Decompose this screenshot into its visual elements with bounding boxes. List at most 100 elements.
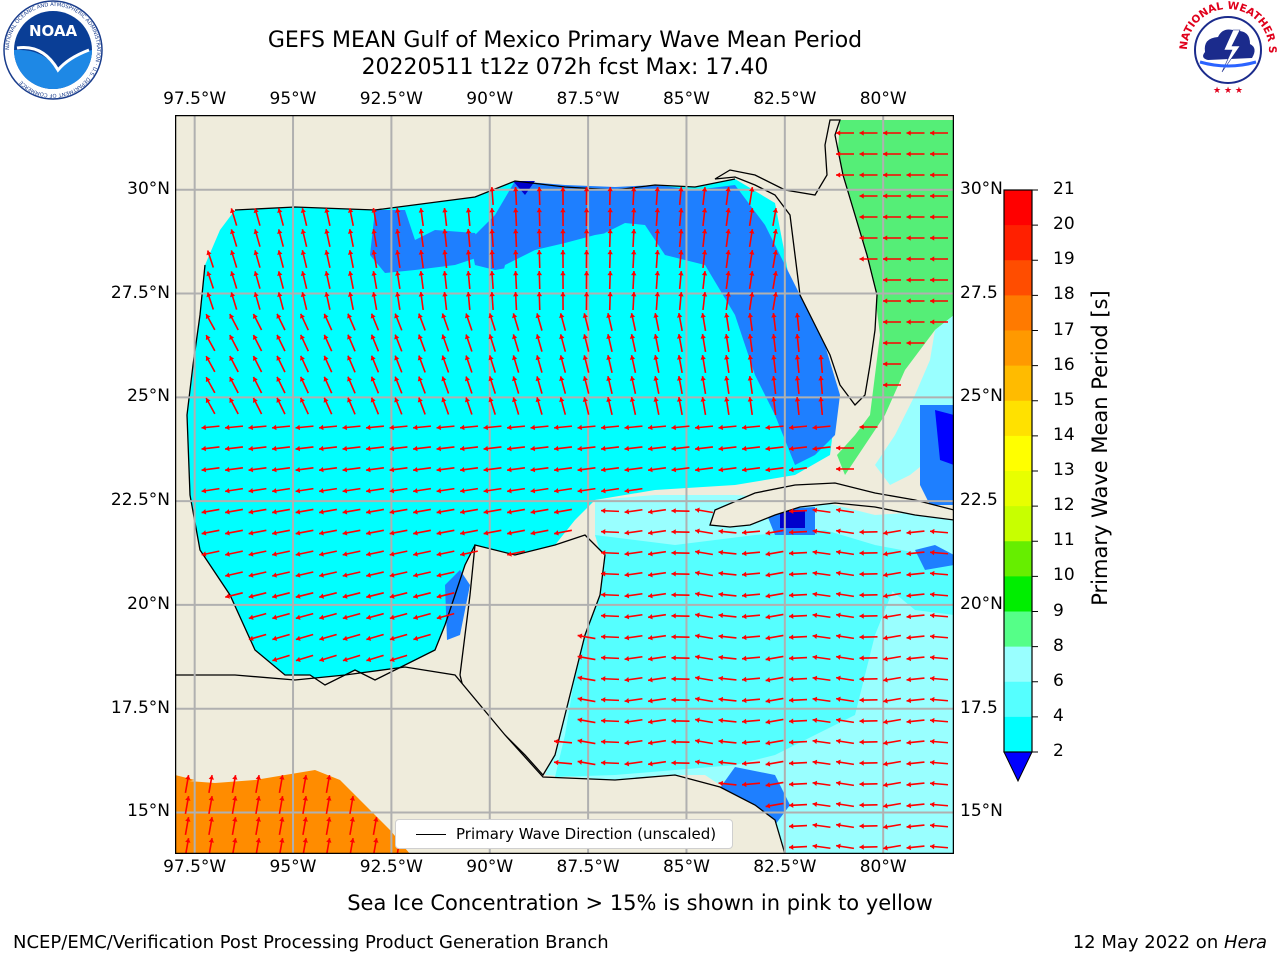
wave-arrow xyxy=(366,550,384,557)
wave-arrow xyxy=(318,445,338,452)
wave-arrow xyxy=(906,529,925,536)
wave-arrow xyxy=(295,529,314,536)
wave-arrow xyxy=(442,228,448,248)
footer-date: 12 May 2022 on Hera xyxy=(1073,932,1267,953)
wave-arrow xyxy=(859,550,878,556)
wave-arrow xyxy=(600,739,620,745)
wave-arrow xyxy=(342,550,361,557)
wave-arrow xyxy=(930,214,948,220)
wave-arrow xyxy=(671,760,690,766)
wave-arrow xyxy=(929,570,949,577)
colorbar-label-5: 16 xyxy=(1053,354,1075,375)
wave-arrow xyxy=(272,550,290,557)
wave-arrow xyxy=(512,376,520,394)
wave-arrow xyxy=(300,229,308,247)
wave-arrow xyxy=(930,151,948,157)
wave-arrow xyxy=(929,612,949,619)
wave-arrow xyxy=(772,291,778,311)
wave-arrow xyxy=(647,634,667,641)
wave-arrow xyxy=(906,844,925,851)
wave-arrow xyxy=(700,396,707,416)
wave-arrow xyxy=(342,487,361,494)
wave-arrow xyxy=(366,529,384,536)
wave-arrow xyxy=(600,487,620,494)
wave-arrow xyxy=(255,774,261,794)
wave-arrow xyxy=(488,313,497,331)
wave-arrow xyxy=(671,634,690,640)
wave-arrow xyxy=(906,256,925,262)
lon-tick-bottom-5: 85°W xyxy=(662,857,710,877)
wave-arrow xyxy=(394,334,403,352)
wave-arrow xyxy=(325,774,332,794)
wave-arrow xyxy=(606,313,613,331)
wave-arrow xyxy=(883,277,901,283)
wave-arrow xyxy=(366,654,384,662)
wave-arrow xyxy=(694,507,714,514)
wave-arrow xyxy=(772,207,778,227)
wave-arrow xyxy=(205,376,216,394)
wave-arrow xyxy=(600,424,620,431)
wave-arrow xyxy=(859,529,878,535)
wave-arrow xyxy=(765,550,784,557)
wave-arrow xyxy=(276,355,286,373)
wave-arrow xyxy=(506,508,526,515)
wave-arrow xyxy=(883,382,901,388)
wave-arrow xyxy=(883,235,901,241)
wave-arrow xyxy=(629,313,637,331)
wave-arrow xyxy=(747,396,754,416)
wave-arrow xyxy=(230,271,238,289)
wave-arrow xyxy=(678,228,684,248)
wave-arrow xyxy=(347,397,356,415)
wave-arrow xyxy=(600,571,620,577)
wave-arrow xyxy=(906,298,925,304)
wave-arrow xyxy=(741,760,761,767)
wave-map xyxy=(175,115,954,854)
lon-tick-bottom-0: 97.5°W xyxy=(163,857,227,877)
wave-arrow xyxy=(349,816,355,836)
sea-ice-note: Sea Ice Concentration > 15% is shown in … xyxy=(347,891,933,915)
colorbar-bin-1 xyxy=(1004,225,1032,261)
wave-arrow xyxy=(725,228,731,248)
wave-arrow xyxy=(436,612,455,620)
wave-arrow xyxy=(347,292,355,310)
wave-arrow xyxy=(718,717,737,724)
wave-arrow xyxy=(417,376,426,394)
wave-arrow xyxy=(788,823,808,829)
wave-arrow xyxy=(395,207,401,227)
wave-arrow xyxy=(701,207,708,227)
wave-arrow xyxy=(507,550,525,557)
wave-arrow xyxy=(319,550,337,557)
wave-arrow xyxy=(812,528,831,535)
wave-arrow xyxy=(513,291,519,311)
wave-arrow xyxy=(765,529,784,536)
wave-arrow xyxy=(694,424,714,431)
wave-arrow xyxy=(624,697,643,704)
wave-arrow xyxy=(489,291,495,311)
wave-arrow xyxy=(676,397,683,415)
wave-arrow xyxy=(318,487,338,494)
wave-arrow xyxy=(929,843,949,850)
wave-arrow xyxy=(906,613,925,620)
wave-arrow xyxy=(436,445,455,452)
wave-arrow xyxy=(835,822,855,829)
wave-arrow xyxy=(765,571,784,578)
wave-arrow xyxy=(560,270,566,290)
wave-arrow xyxy=(248,424,267,431)
wave-arrow xyxy=(201,508,220,515)
wave-arrow xyxy=(812,759,831,766)
wave-arrow xyxy=(818,396,824,416)
wave-arrow xyxy=(741,466,761,473)
wave-arrow xyxy=(694,570,714,577)
wave-arrow xyxy=(229,355,239,373)
colorbar-label-6: 15 xyxy=(1053,389,1075,410)
wave-arrow xyxy=(600,718,620,724)
lat-tick-left-3: 22.5°N xyxy=(110,490,170,511)
wave-arrow xyxy=(771,312,777,332)
wave-arrow xyxy=(370,334,380,352)
wave-arrow xyxy=(859,613,878,619)
wave-arrow xyxy=(583,291,590,311)
wave-arrow xyxy=(436,592,455,599)
wave-arrow xyxy=(765,760,784,767)
wave-arrow xyxy=(700,354,707,374)
wave-arrow xyxy=(859,697,878,703)
